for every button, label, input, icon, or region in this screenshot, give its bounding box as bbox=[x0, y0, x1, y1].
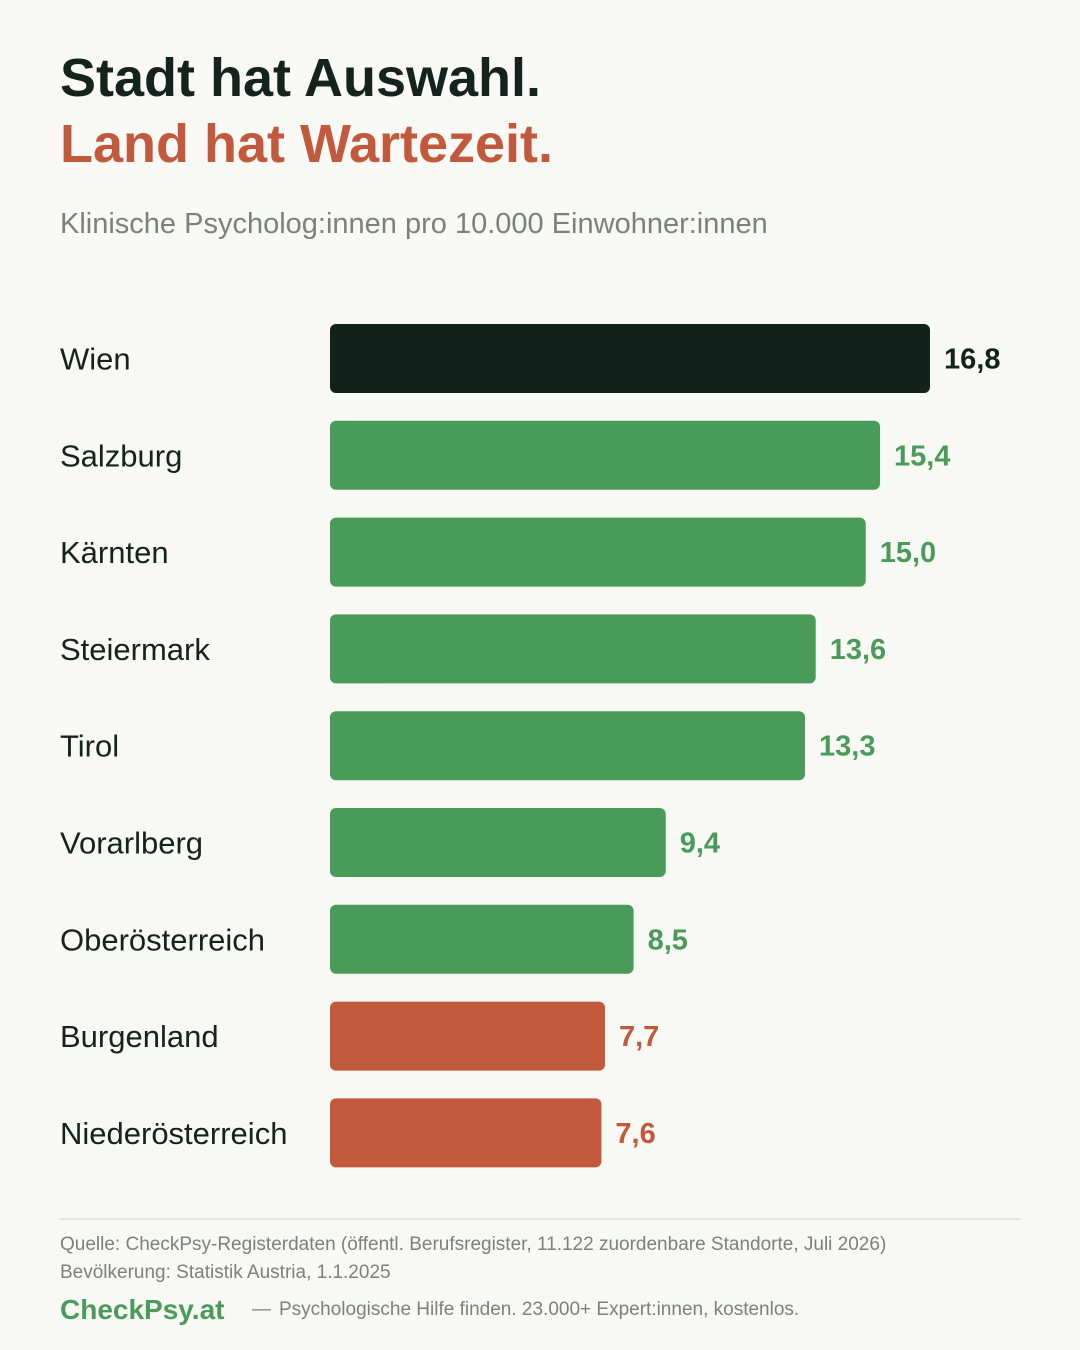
bar-karnten bbox=[330, 517, 866, 587]
category-label-karnten: Kärnten bbox=[60, 535, 169, 570]
bar-burgenland bbox=[330, 1001, 605, 1071]
chart-subtitle: Klinische Psycholog:innen pro 10.000 Ein… bbox=[60, 208, 768, 240]
value-label-steiermark: 13,6 bbox=[830, 634, 886, 666]
tagline-text: Psychologische Hilfe finden. 23.000+ Exp… bbox=[279, 1299, 800, 1320]
tagline-dash: — bbox=[252, 1299, 271, 1320]
value-label-wien: 16,8 bbox=[944, 344, 1000, 376]
category-label-steiermark: Steiermark bbox=[60, 632, 210, 667]
population-note: Bevölkerung: Statistik Austria, 1.1.2025 bbox=[60, 1262, 391, 1283]
brand-tagline: — Psychologische Hilfe finden. 23.000+ Ex… bbox=[252, 1298, 799, 1322]
chart-title-line1: Stadt hat Auswahl. bbox=[60, 48, 542, 108]
category-label-oberosterreich: Oberösterreich bbox=[60, 922, 265, 957]
brand-logo-text[interactable]: CheckPsy.at bbox=[60, 1294, 225, 1325]
value-label-tirol: 13,3 bbox=[819, 731, 875, 763]
value-label-niederosterreich: 7,6 bbox=[615, 1118, 655, 1150]
bar-niederosterreich bbox=[330, 1098, 602, 1168]
category-label-tirol: Tirol bbox=[60, 729, 119, 764]
category-label-niederosterreich: Niederösterreich bbox=[60, 1116, 287, 1151]
bar-wien bbox=[330, 324, 930, 393]
bar-tirol bbox=[330, 711, 805, 781]
bar-vorarlberg bbox=[330, 808, 666, 877]
value-label-karnten: 15,0 bbox=[880, 537, 936, 569]
bar-steiermark bbox=[330, 614, 816, 684]
category-label-burgenland: Burgenland bbox=[60, 1019, 219, 1054]
value-label-oberosterreich: 8,5 bbox=[648, 924, 688, 956]
category-label-salzburg: Salzburg bbox=[60, 438, 182, 473]
source-note: Quelle: CheckPsy-Registerdaten (öffentl.… bbox=[60, 1234, 887, 1255]
chart-title-line2: Land hat Wartezeit. bbox=[60, 114, 554, 174]
value-label-burgenland: 7,7 bbox=[619, 1021, 659, 1053]
category-label-wien: Wien bbox=[60, 342, 131, 377]
value-label-salzburg: 15,4 bbox=[894, 440, 950, 472]
footer-divider bbox=[60, 1218, 1020, 1220]
bar-salzburg bbox=[330, 420, 880, 490]
value-label-vorarlberg: 9,4 bbox=[680, 828, 720, 860]
category-label-vorarlberg: Vorarlberg bbox=[60, 826, 203, 861]
bar-oberosterreich bbox=[330, 904, 634, 974]
